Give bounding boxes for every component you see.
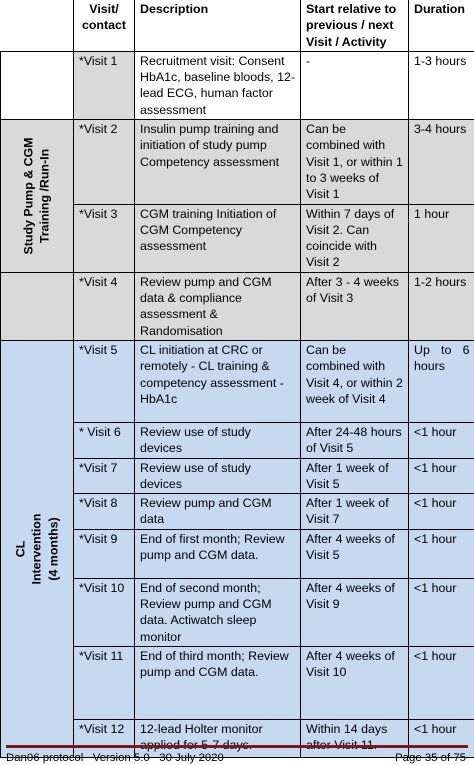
visit-cell: *Visit 5 xyxy=(73,339,135,423)
phase-intervention-label: CL Intervention (4 months) xyxy=(13,513,62,584)
table-row: *Visit 4 Review pump and CGM data & comp… xyxy=(0,271,474,341)
table-row: CL Intervention (4 months) *Visit 5 CL i… xyxy=(0,339,474,758)
phase-intervention-line3: (4 months) xyxy=(46,517,61,581)
description-header: Description xyxy=(134,0,301,52)
duration-cell: <1 hour xyxy=(408,421,474,459)
duration-cell: 1-2 hours xyxy=(408,271,474,341)
table-header-row: Visit/ contact Description Start relativ… xyxy=(0,0,474,52)
table-row: Study Pump & CGM Training /Run-In *Visit… xyxy=(0,119,474,273)
description-cell: CL initiation at CRC or remotely - CL tr… xyxy=(134,339,301,423)
table-row: *Visit 9 End of first month; Review pump… xyxy=(1,528,474,579)
table-row: *Visit 1 Recruitment visit: Consent HbA1… xyxy=(0,50,474,121)
visit-cell: *Visit 12 xyxy=(73,718,135,758)
visit-cell: *Visit 1 xyxy=(73,50,135,121)
start-cell: Can be combined with Visit 4, or within … xyxy=(300,339,409,423)
footer-protocol-info: Dan06 protocol Version 5.0 30 July 2020 xyxy=(6,752,224,764)
phase-training-line2: Training /Run-In xyxy=(38,148,52,244)
visit-cell: *Visit 11 xyxy=(73,645,135,720)
start-cell: Within 14 days after Visit 11. xyxy=(300,718,409,758)
start-cell: After 4 weeks of Visit 9 xyxy=(300,577,409,647)
phase-training-cell: Study Pump & CGM Training /Run-In xyxy=(0,119,74,273)
start-cell: After 4 weeks of Visit 10 xyxy=(300,645,409,720)
description-cell: Review use of study devices xyxy=(134,421,301,459)
start-cell: - xyxy=(300,50,409,121)
table-row: *Visit 3 CGM training Initiation of CGM … xyxy=(1,203,474,273)
visit-cell: *Visit 10 xyxy=(73,577,135,647)
duration-second-line: hours xyxy=(414,359,445,374)
description-cell: Insulin pump training and initiation of … xyxy=(134,119,301,205)
table-row: *Visit 10 End of second month; Review pu… xyxy=(1,577,474,647)
footer-page-number: Page 35 of 75 xyxy=(395,752,466,764)
duration-cell: 3-4 hours xyxy=(408,119,474,205)
phase-intervention-cell: CL Intervention (4 months) xyxy=(0,339,74,758)
description-cell: Review pump and CGM data & compliance as… xyxy=(134,271,301,341)
table-row: *Visit 11 End of third month; Review pum… xyxy=(1,645,474,720)
phase-header-cell xyxy=(0,0,74,52)
duration-cell: <1 hour xyxy=(408,645,474,720)
phase-cell-blank xyxy=(0,271,74,341)
footer-rule xyxy=(6,745,468,748)
visit-cell: *Visit 8 xyxy=(73,493,135,530)
start-cell: Within 7 days of Visit 2. Can coincide w… xyxy=(300,203,409,273)
duration-cell: <1 hour xyxy=(408,718,474,758)
description-cell: End of first month; Review pump and CGM … xyxy=(134,528,301,579)
start-cell: After 4 weeks of Visit 5 xyxy=(300,528,409,579)
duration-cell: <1 hour xyxy=(408,493,474,530)
description-cell: Review pump and CGM data xyxy=(134,493,301,530)
start-cell: After 3 - 4 weeks of Visit 3 xyxy=(300,271,409,341)
visit-cell: *Visit 9 xyxy=(73,528,135,579)
phase-training-line1: Study Pump & CGM xyxy=(21,137,36,255)
description-cell: End of third month; Review pump and CGM … xyxy=(134,645,301,720)
description-cell: End of second month; Review pump and CGM… xyxy=(134,577,301,647)
start-cell: After 1 week of Visit 5 xyxy=(300,457,409,495)
table-row: *Visit 8 Review pump and CGM data After … xyxy=(1,493,474,530)
visit-header: Visit/ contact xyxy=(73,0,135,52)
visit-cell: *Visit 2 xyxy=(73,119,135,205)
visit-cell: * Visit 6 xyxy=(73,421,135,459)
visit-cell: *Visit 3 xyxy=(73,203,135,273)
duration-cell: 1 hour xyxy=(408,203,474,273)
duration-cell: <1 hour xyxy=(408,577,474,647)
duration-first-line: Up to 6 xyxy=(414,342,470,357)
description-cell: Review use of study devices xyxy=(134,457,301,495)
duration-cell: 1-3 hours xyxy=(408,50,474,121)
phase-cell-blank xyxy=(0,50,74,121)
start-cell: Can be combined with Visit 1, or within … xyxy=(300,119,409,205)
start-cell: After 1 week of Visit 7 xyxy=(300,493,409,530)
duration-cell: <1 hour xyxy=(408,457,474,495)
start-header: Start relative to previous / next Visit … xyxy=(300,0,409,52)
page-footer: Dan06 protocol Version 5.0 30 July 2020 … xyxy=(6,752,466,765)
duration-cell: Up to 6 hours xyxy=(408,339,474,423)
description-cell: CGM training Initiation of CGM Competenc… xyxy=(134,203,301,273)
phase-intervention-line2: Intervention xyxy=(29,513,44,585)
duration-header: Duration xyxy=(408,0,474,52)
phase-intervention-line1: CL xyxy=(13,540,28,558)
table-row: * Visit 6 Review use of study devices Af… xyxy=(1,421,474,459)
visit-cell: *Visit 7 xyxy=(73,457,135,495)
table-row: *Visit 7 Review use of study devices Aft… xyxy=(1,457,474,495)
duration-cell: <1 hour xyxy=(408,528,474,579)
phase-training-label: Study Pump & CGM Training /Run-In xyxy=(21,137,54,254)
description-cell: Recruitment visit: Consent HbA1c, baseli… xyxy=(134,50,301,121)
start-cell: After 24-48 hours of Visit 5 xyxy=(300,421,409,459)
visit-cell: *Visit 4 xyxy=(73,271,135,341)
